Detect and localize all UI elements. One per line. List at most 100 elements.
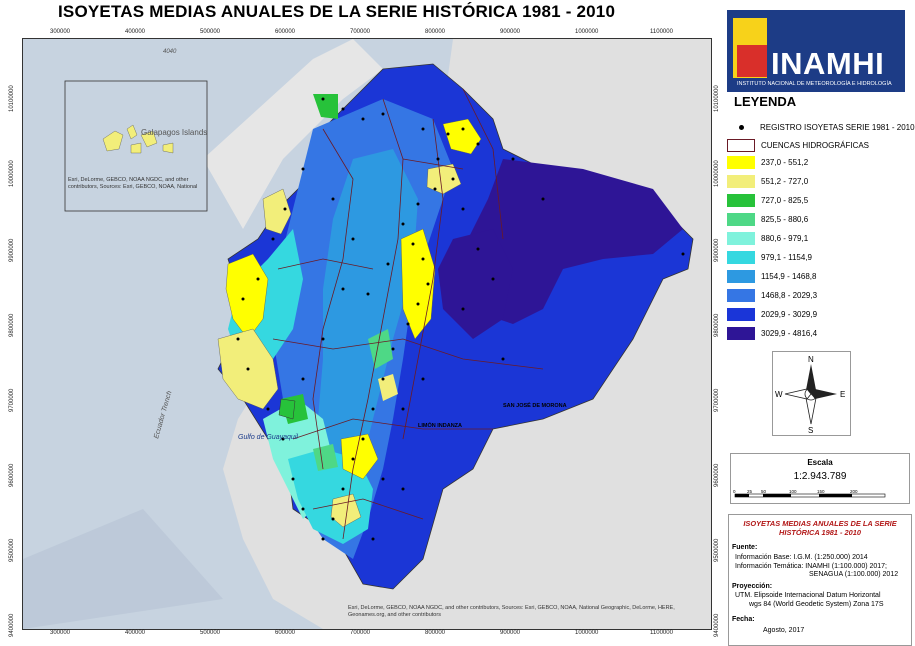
legend-label: 1154,9 - 1468,8: [761, 271, 817, 281]
zone-4816: [463, 159, 683, 324]
legend-swatch: [727, 174, 755, 188]
legend-label: 237,0 - 551,2: [761, 157, 809, 167]
y-tick-right: 9600000: [714, 463, 720, 487]
proyeccion-line-2: wgs 84 (World Geodetic System) Zona 17S: [749, 601, 884, 608]
scale-tick-label: 50: [761, 489, 767, 494]
y-tick-right: 9900000: [714, 238, 720, 262]
x-tick-bottom: 1100000: [650, 630, 673, 636]
basin-swatch: [727, 138, 755, 152]
legend-label: 979,1 - 1154,9: [761, 252, 813, 262]
legend-class-10: 3029,9 - 4816,4: [727, 326, 817, 340]
y-tick-left: 10100000: [9, 85, 15, 112]
x-tick-top: 800000: [425, 29, 446, 35]
inset-credit: Esri, DeLorme, GEBCO, NOAA NGDC, and oth…: [68, 177, 198, 190]
y-tick-right: 9500000: [714, 538, 720, 562]
zone-4816-b: [438, 229, 513, 339]
logo-name: INAMHI: [771, 46, 885, 81]
map-title: ISOYETAS MEDIAS ANUALES DE LA SERIE HIST…: [58, 2, 616, 21]
scale-tick-label: 100: [789, 489, 797, 494]
legend-label: 2029,9 - 3029,9: [761, 309, 818, 319]
x-tick-top: 500000: [200, 29, 221, 35]
compass-n: N: [808, 355, 814, 364]
info-box: ISOYETAS MEDIAS ANUALES DE LA SERIE HIST…: [728, 514, 912, 646]
y-tick-left: 9700000: [9, 388, 15, 412]
legend-class-8: 1468,8 - 2029,3: [727, 288, 817, 302]
legend-points: REGISTRO ISOYETAS SERIE 1981 - 2010: [727, 120, 915, 134]
zone-237-north: [225, 253, 269, 340]
proyeccion-label: Proyección:: [732, 583, 773, 590]
legend-swatch: [727, 326, 755, 340]
place-label-morona: SAN JOSÉ DE MORONA: [503, 401, 567, 409]
legend-label: 551,2 - 727,0: [761, 176, 809, 186]
x-tick-top: 300000: [50, 29, 71, 35]
x-tick-bottom: 300000: [50, 630, 71, 636]
x-tick-top: 1100000: [650, 29, 673, 35]
x-tick-bottom: 400000: [125, 630, 146, 636]
gulf-label: Gulfo de Guayaquil: [238, 434, 298, 441]
fuente-line-2: Información Temática: INAMHI (1:100.000)…: [735, 563, 888, 570]
legend-class-9: 2029,9 - 3029,9: [727, 307, 817, 321]
inset-title: Galapagos Islands: [141, 128, 207, 137]
x-tick-bottom: 500000: [200, 630, 221, 636]
legend-class-4: 825,5 - 880,6: [727, 212, 808, 226]
compass-w: W: [775, 390, 783, 399]
info-heading: ISOYETAS MEDIAS ANUALES DE LA SERIE HIST…: [743, 519, 897, 537]
legend-title: LEYENDA: [734, 94, 797, 109]
y-tick-left: 9800000: [9, 313, 15, 337]
y-tick-right: 9400000: [714, 613, 720, 637]
legend-swatch: [727, 288, 755, 302]
station-points: [236, 97, 685, 541]
ocean-depth: [23, 509, 223, 629]
x-tick-top: 400000: [125, 29, 146, 35]
x-tick-bottom: 800000: [425, 630, 446, 636]
x-tick-bottom: 600000: [275, 630, 296, 636]
y-tick-right: 10000000: [714, 160, 720, 187]
scale-tick-label: 200: [850, 489, 858, 494]
legend-swatch: [727, 212, 755, 226]
fuente-line-1: Información Base: I.G.M. (1:250.000) 201…: [735, 554, 868, 561]
scale-box: Escala 1:2.943.789 0 25 50 100 150 200: [730, 453, 910, 504]
scale-tick-label: 150: [817, 489, 825, 494]
legend-swatch: [727, 231, 755, 245]
y-tick-left: 9500000: [9, 538, 15, 562]
scale-ratio: 1:2.943.789: [793, 471, 847, 482]
proyeccion-line-1: UTM. Elipsoide Internacional Datum Horiz…: [735, 592, 881, 599]
legend-swatch: [727, 250, 755, 264]
legend-swatch: [727, 269, 755, 283]
fecha-value: Agosto, 2017: [763, 627, 805, 634]
legend-class-6: 979,1 - 1154,9: [727, 250, 812, 264]
x-tick-bottom: 1000000: [575, 630, 599, 636]
legend-label: 880,6 - 979,1: [761, 233, 809, 243]
legend-swatch: [727, 193, 755, 207]
y-tick-left: 9600000: [9, 463, 15, 487]
legend-basins: CUENCAS HIDROGRÁFICAS: [727, 138, 869, 152]
x-tick-top: 900000: [500, 29, 521, 35]
logo-subtitle: INSTITUTO NACIONAL DE METEOROLOGÍA E HID…: [737, 81, 892, 87]
y-tick-right: 9800000: [714, 313, 720, 337]
y-tick-right: 10100000: [714, 85, 720, 112]
fecha-label: Fecha:: [732, 616, 755, 623]
x-tick-bottom: 900000: [500, 630, 521, 636]
x-tick-top: 700000: [350, 29, 371, 35]
compass-s: S: [808, 426, 813, 435]
scale-tick-label: 0: [733, 489, 736, 494]
scale-tick-label: 25: [747, 489, 753, 494]
y-tick-right: 9700000: [714, 388, 720, 412]
x-tick-bottom: 700000: [350, 630, 371, 636]
legend-class-1: 237,0 - 551,2: [727, 155, 808, 169]
legend-label: 727,0 - 825,5: [761, 195, 809, 205]
map-frame[interactable]: Gulfo de Guayaquil SAN JOSÉ DE MORONA LI…: [22, 38, 712, 630]
station-dot-icon: [739, 124, 744, 130]
legend-swatch: [727, 307, 755, 321]
scale-bar: 0 25 50 100 150 200: [733, 489, 886, 498]
legend-class-3: 727,0 - 825,5: [727, 193, 808, 207]
legend-class-7: 1154,9 - 1468,8: [727, 269, 816, 283]
place-label-limon: LIMÓN INDANZA: [418, 421, 462, 429]
legend-label: 3029,9 - 4816,4: [761, 328, 818, 338]
scale-title: Escala: [807, 458, 833, 467]
legend-label: 1468,8 - 2029,3: [761, 290, 818, 300]
fuente-label: Fuente:: [732, 544, 758, 551]
basin-lines: [272, 88, 544, 540]
legend-swatch: [727, 155, 755, 169]
north-arrow: N S W E: [772, 351, 851, 436]
